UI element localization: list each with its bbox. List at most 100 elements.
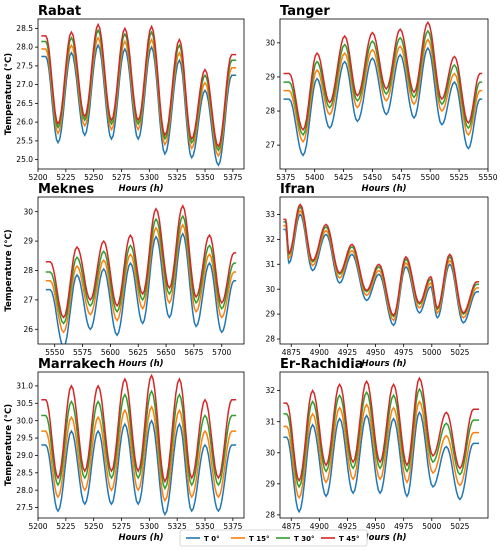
x-tick-label: 4875 xyxy=(282,348,301,357)
x-tick-label: 5600 xyxy=(101,348,120,357)
y-tick-label: 31.0 xyxy=(16,382,33,391)
series-lines xyxy=(41,25,236,166)
x-tick-label: 5525 xyxy=(450,173,469,182)
x-axis-label: Hours (h) xyxy=(118,184,163,194)
x-tick-label: 5000 xyxy=(422,522,441,531)
y-tick-label: 30 xyxy=(265,38,275,47)
y-tick-label: 25.5 xyxy=(16,136,33,145)
series-line-45deg xyxy=(41,376,236,482)
x-tick-label: 5300 xyxy=(140,522,159,531)
y-tick-label: 28 xyxy=(265,107,275,116)
y-tick-label: 28.0 xyxy=(16,43,33,52)
x-tick-label: 5250 xyxy=(84,173,103,182)
x-tick-label: 5250 xyxy=(84,522,103,531)
y-tick-label: 31 xyxy=(265,417,275,426)
x-tick-label: 5325 xyxy=(168,173,187,182)
y-tick-label: 25.0 xyxy=(16,155,33,164)
x-tick-label: 5025 xyxy=(450,348,469,357)
legend-label: T 45° xyxy=(339,535,359,543)
panel-title: Meknes xyxy=(38,182,94,197)
plot-frame xyxy=(280,197,488,344)
panel-title: Tanger xyxy=(280,4,330,19)
x-tick-label: 4950 xyxy=(366,522,385,531)
y-tick-label: 27.5 xyxy=(16,503,33,512)
y-tick-label: 30 xyxy=(23,207,33,216)
x-axis-label: Hours (h) xyxy=(361,533,406,543)
x-tick-label: 5375 xyxy=(223,173,242,182)
x-tick-label: 5400 xyxy=(305,173,324,182)
series-line-0deg xyxy=(283,412,479,511)
y-tick-label: 29 xyxy=(265,73,275,82)
y-tick-label: 26 xyxy=(23,325,33,334)
x-tick-label: 5350 xyxy=(195,173,214,182)
y-tick-label: 28 xyxy=(265,510,275,519)
panel-ifran: Ifran 4875 4900 4925 4950 4975 5000 5025 28 29 30 3… xyxy=(265,182,488,369)
panel-title: Er-Rachidia xyxy=(280,357,363,372)
y-tick-label: 30.0 xyxy=(16,416,33,425)
x-tick-label: 5675 xyxy=(184,348,203,357)
x-tick-label: 5700 xyxy=(212,348,231,357)
series-lines xyxy=(284,22,483,155)
y-tick-label: 28.5 xyxy=(16,468,33,477)
panel-er-rachidia: Er-Rachidia 4875 4900 4925 4950 4975 5000 5025 2… xyxy=(265,357,488,543)
x-tick-label: 5225 xyxy=(56,173,75,182)
series-line-30deg xyxy=(283,389,479,487)
panel-title: Marrakech xyxy=(38,357,115,372)
series-line-15deg xyxy=(283,402,479,498)
legend-label: T 15° xyxy=(249,535,269,543)
y-tick-label: 27.0 xyxy=(16,80,33,89)
x-tick-label: 4975 xyxy=(394,348,413,357)
y-tick-label: 33 xyxy=(265,210,275,219)
x-tick-label: 5550 xyxy=(45,348,64,357)
x-tick-label: 5425 xyxy=(334,173,353,182)
y-tick-label: 29 xyxy=(265,310,275,319)
x-tick-label: 4950 xyxy=(366,348,385,357)
x-axis-label: Hours (h) xyxy=(118,533,163,543)
y-tick-label: 29 xyxy=(23,237,33,246)
y-tick-label: 29.0 xyxy=(16,451,33,460)
y-tick-label: 28 xyxy=(23,266,33,275)
panel-title: Ifran xyxy=(280,182,315,197)
x-tick-label: 5650 xyxy=(157,348,176,357)
legend-label: T 30° xyxy=(294,535,314,543)
y-tick-label: 29.5 xyxy=(16,434,33,443)
x-tick-label: 5200 xyxy=(28,522,47,531)
y-tick-label: 32 xyxy=(265,386,275,395)
y-tick-label: 28.5 xyxy=(16,24,33,33)
y-tick-label: 26.0 xyxy=(16,118,33,127)
x-tick-label: 5000 xyxy=(422,348,441,357)
x-tick-label: 5275 xyxy=(112,173,131,182)
y-tick-label: 30 xyxy=(265,448,275,457)
x-tick-label: 5575 xyxy=(73,348,92,357)
series-lines xyxy=(46,206,236,347)
y-tick-label: 28 xyxy=(265,335,275,344)
x-tick-label: 5475 xyxy=(392,173,411,182)
y-tick-label: 28.0 xyxy=(16,486,33,495)
y-tick-label: 29 xyxy=(265,479,275,488)
x-tick-label: 5200 xyxy=(28,173,47,182)
y-axis-label: Temperature (°C) xyxy=(4,404,14,486)
x-tick-label: 4925 xyxy=(338,348,357,357)
y-tick-label: 31 xyxy=(265,260,275,269)
x-tick-label: 5450 xyxy=(363,173,382,182)
legend: T 0° T 15° T 30° T 45° xyxy=(180,530,367,546)
x-tick-label: 4900 xyxy=(310,348,329,357)
legend-label: T 0° xyxy=(204,535,220,543)
y-tick-label: 30.5 xyxy=(16,399,33,408)
panel-meknes: Meknes 5550 5575 5600 5625 5650 5675 5700 26 27 28… xyxy=(4,182,244,369)
series-lines xyxy=(283,378,479,512)
y-tick-label: 30 xyxy=(265,285,275,294)
series-lines xyxy=(283,205,479,326)
x-tick-label: 5225 xyxy=(56,522,75,531)
panel-rabat: Rabat 5200 5225 5250 5275 5300 5325 5350 5375 25.… xyxy=(4,4,244,194)
x-tick-label: 5375 xyxy=(276,173,295,182)
x-tick-label: 4975 xyxy=(394,522,413,531)
x-axis-label: Hours (h) xyxy=(118,359,163,369)
x-tick-label: 5275 xyxy=(112,522,131,531)
series-lines xyxy=(41,376,236,515)
x-axis-label: Hours (h) xyxy=(361,184,406,194)
x-tick-label: 5300 xyxy=(140,173,159,182)
x-axis-label: Hours (h) xyxy=(361,359,406,369)
y-tick-label: 32 xyxy=(265,235,275,244)
